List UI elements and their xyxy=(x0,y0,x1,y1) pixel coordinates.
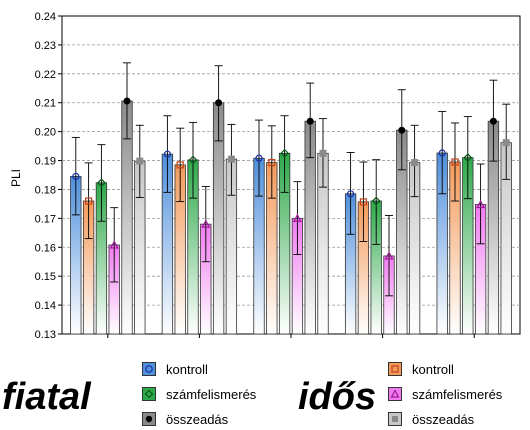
data-marker xyxy=(451,158,459,166)
data-marker xyxy=(268,158,276,167)
legend-group-old: idős xyxy=(298,376,377,418)
y-tick-label: 0.14 xyxy=(35,300,56,312)
y-tick-label: 0.18 xyxy=(35,184,56,196)
legend-label: összeadás xyxy=(166,411,229,427)
legend-swatch xyxy=(388,412,402,426)
data-marker xyxy=(371,196,381,206)
data-marker xyxy=(398,126,406,134)
legend-swatch xyxy=(142,362,156,376)
legend-item: kontroll xyxy=(388,361,454,377)
legend-swatch xyxy=(388,362,402,376)
data-marker xyxy=(489,117,497,125)
data-marker xyxy=(411,159,419,167)
data-marker xyxy=(280,148,290,158)
data-marker xyxy=(359,198,367,206)
y-tick-label: 0.24 xyxy=(35,11,56,23)
y-tick-label: 0.16 xyxy=(35,242,56,254)
data-marker xyxy=(384,251,394,260)
legend-swatch xyxy=(142,412,156,426)
y-tick-label: 0.13 xyxy=(35,329,56,340)
y-axis-label: PLI xyxy=(9,169,23,187)
data-marker xyxy=(176,161,184,169)
legend-swatch xyxy=(142,387,156,401)
data-marker xyxy=(347,190,355,198)
data-marker xyxy=(136,157,144,165)
y-tick-label: 0.20 xyxy=(35,127,56,139)
data-marker xyxy=(292,213,302,222)
legend-group-young: fiatal xyxy=(2,376,91,418)
data-marker xyxy=(163,150,171,158)
y-tick-label: 0.21 xyxy=(35,98,56,110)
legend-item: kontroll xyxy=(142,361,208,377)
data-marker xyxy=(476,199,486,209)
legend-label: számfelismerés xyxy=(166,386,257,402)
legend-label: összeadás xyxy=(412,411,475,427)
data-marker xyxy=(96,178,106,188)
data-marker xyxy=(227,155,235,163)
data-marker xyxy=(109,240,119,249)
data-marker xyxy=(123,97,131,105)
y-tick-label: 0.17 xyxy=(35,213,56,225)
pli-bar-chart: PLI 0.13 0.14 0.15 0.16 0.17 0.18 0.19 0.20 0.21… xyxy=(9,11,521,340)
legend-swatch xyxy=(388,387,402,401)
data-marker xyxy=(463,153,473,163)
data-marker xyxy=(188,155,198,165)
legend-item: összeadás xyxy=(388,411,474,427)
legend-label: számfelismerés xyxy=(412,386,503,402)
legend-label: kontroll xyxy=(166,361,208,377)
data-marker xyxy=(306,117,314,125)
data-marker xyxy=(215,99,223,107)
y-tick-label: 0.22 xyxy=(35,69,56,81)
y-tick-label: 0.19 xyxy=(35,156,56,168)
legend-item: számfelismerés xyxy=(142,386,256,402)
data-marker xyxy=(438,149,446,157)
data-marker xyxy=(201,219,211,228)
legend-label: kontroll xyxy=(412,361,454,377)
data-marker xyxy=(255,154,263,162)
data-marker xyxy=(502,139,510,147)
y-tick-label: 0.15 xyxy=(35,271,56,283)
legend-item: összeadás xyxy=(142,411,228,427)
y-tick-label: 0.23 xyxy=(35,40,56,52)
data-marker xyxy=(72,172,80,181)
legend-item: számfelismerés xyxy=(388,386,502,402)
data-marker xyxy=(319,149,327,157)
data-marker xyxy=(84,197,93,205)
